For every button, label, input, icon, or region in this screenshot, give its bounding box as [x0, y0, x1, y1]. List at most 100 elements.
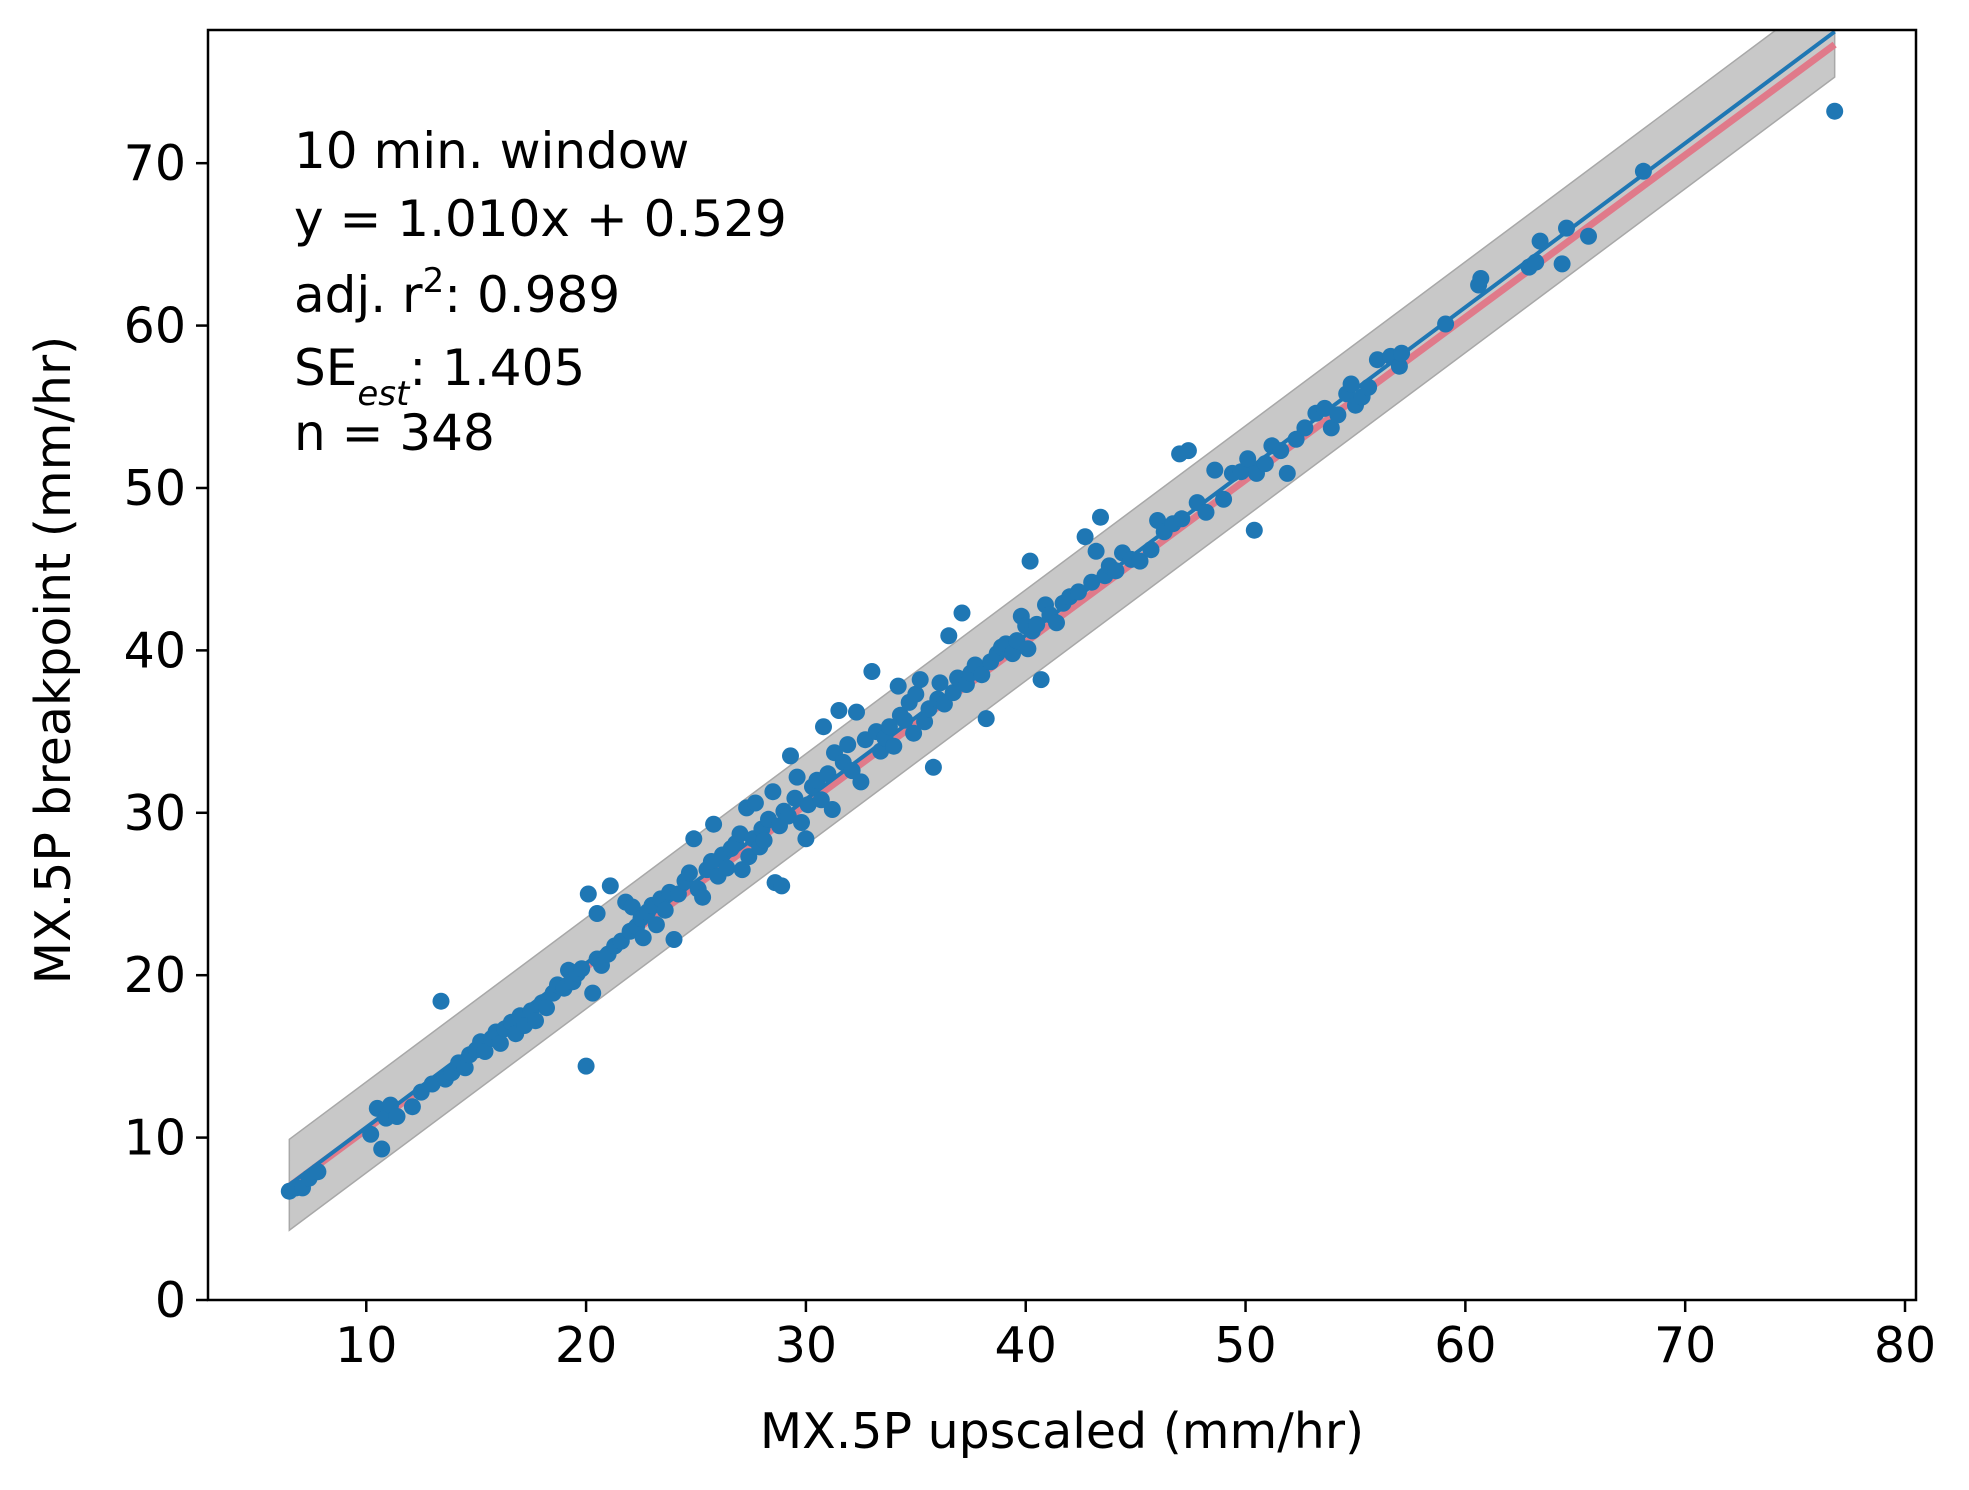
data-point	[1437, 315, 1455, 333]
plot-frame	[206, 28, 1918, 1302]
data-point	[779, 807, 797, 825]
data-point	[309, 1163, 327, 1181]
data-point	[1004, 645, 1021, 663]
x-tick-label: 80	[1874, 1317, 1936, 1374]
data-point	[1558, 219, 1575, 237]
data-point	[773, 877, 791, 895]
data-point	[1142, 541, 1160, 559]
data-point	[403, 1098, 421, 1116]
data-point	[746, 794, 764, 812]
data-point	[1316, 399, 1334, 417]
data-point	[601, 877, 619, 895]
data-point	[373, 1140, 391, 1158]
data-point	[1070, 583, 1087, 601]
y-tick-label: 40	[124, 622, 186, 679]
data-point	[863, 663, 881, 680]
data-point	[1215, 490, 1233, 508]
data-point	[830, 702, 848, 719]
data-point	[1360, 378, 1378, 396]
data-point	[839, 736, 857, 754]
data-point	[584, 984, 602, 1002]
data-point	[538, 999, 555, 1017]
data-point	[665, 931, 683, 948]
data-point	[823, 801, 841, 818]
annotation-box: 10 min. window y = 1.010x + 0.529 adj. r…	[294, 122, 787, 462]
x-axis-label: MX.5P upscaled (mm/hr)	[760, 1403, 1364, 1460]
data-point	[755, 831, 773, 849]
x-tick-label: 10	[335, 1317, 397, 1374]
data-point	[799, 796, 817, 814]
data-point	[491, 1034, 509, 1052]
data-point	[953, 604, 971, 622]
data-point	[731, 825, 749, 843]
data-point	[931, 674, 949, 692]
data-point	[1076, 528, 1094, 546]
annotation-equation: y = 1.010x + 0.529	[294, 190, 787, 248]
data-point	[476, 1043, 494, 1060]
data-point	[733, 861, 751, 879]
data-point	[718, 859, 736, 877]
data-point	[905, 724, 923, 742]
data-point	[1021, 552, 1039, 570]
data-point	[588, 905, 606, 922]
y-tick-label: 10	[124, 1110, 186, 1167]
data-point	[815, 718, 832, 736]
x-tick-label: 20	[555, 1317, 617, 1374]
data-point	[680, 864, 698, 882]
data-point	[1092, 508, 1109, 526]
data-point	[786, 789, 804, 807]
data-point	[1256, 455, 1274, 473]
data-point	[1472, 270, 1490, 287]
data-point	[694, 888, 712, 906]
data-point	[705, 815, 723, 833]
y-tick-label: 30	[124, 785, 186, 842]
data-point	[793, 814, 810, 831]
data-point	[1197, 503, 1215, 521]
data-point	[1032, 671, 1050, 689]
data-point	[1107, 562, 1125, 580]
data-point	[1083, 573, 1101, 591]
data-point	[669, 885, 687, 903]
data-point	[388, 1108, 406, 1125]
data-point	[362, 1125, 380, 1143]
x-tick-label: 70	[1654, 1317, 1716, 1374]
data-point	[579, 885, 597, 903]
data-point	[819, 765, 837, 783]
x-tick-label: 60	[1434, 1317, 1496, 1374]
data-point	[872, 742, 890, 760]
data-point	[432, 992, 450, 1010]
data-point	[1296, 419, 1314, 437]
data-point	[788, 768, 806, 786]
data-point	[911, 671, 929, 689]
data-point	[1173, 510, 1191, 528]
data-point	[1826, 102, 1844, 120]
data-point	[1087, 542, 1105, 560]
data-point	[1553, 255, 1571, 273]
x-tick-label: 40	[995, 1317, 1057, 1374]
data-point	[907, 685, 925, 703]
data-point	[1245, 521, 1263, 539]
data-point	[573, 960, 591, 978]
data-point	[685, 830, 703, 848]
data-point	[740, 848, 758, 866]
data-point	[423, 1075, 441, 1093]
data-point	[656, 901, 674, 919]
x-tick-label: 50	[1214, 1317, 1276, 1374]
y-tick-label: 50	[124, 460, 186, 517]
data-point	[1272, 442, 1290, 460]
x-tick-label: 30	[775, 1317, 837, 1374]
data-point	[1634, 162, 1652, 180]
data-point	[1019, 640, 1037, 658]
data-point	[924, 758, 942, 776]
data-point	[527, 1012, 544, 1030]
data-point	[1179, 442, 1197, 460]
data-point	[647, 916, 665, 934]
data-point	[1131, 552, 1149, 570]
data-point	[1239, 450, 1257, 468]
data-point	[889, 677, 907, 695]
data-point	[634, 929, 652, 947]
y-axis-label: MX.5P breakpoint (mm/hr)	[25, 336, 82, 984]
y-tick-label: 0	[155, 1272, 186, 1329]
data-point	[1028, 615, 1046, 633]
